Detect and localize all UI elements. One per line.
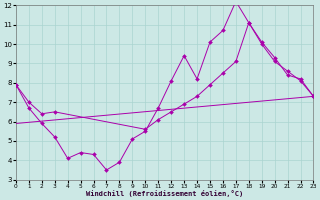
X-axis label: Windchill (Refroidissement éolien,°C): Windchill (Refroidissement éolien,°C) [86, 190, 243, 197]
